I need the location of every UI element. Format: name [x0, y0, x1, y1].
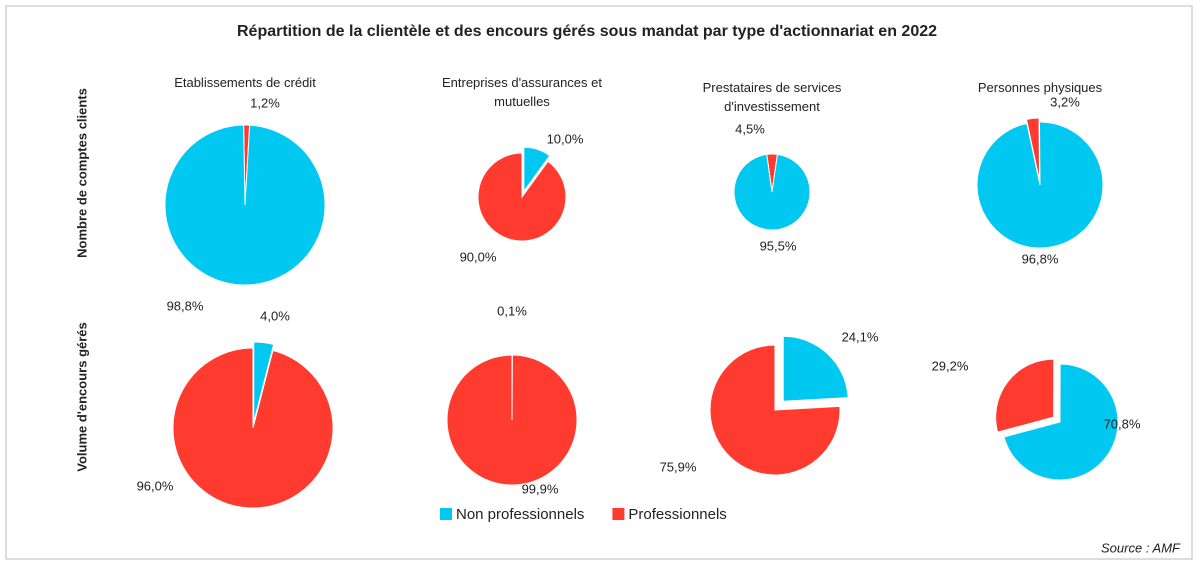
data-label: 96,0% — [137, 478, 174, 493]
legend-swatch — [612, 508, 625, 520]
pie-title: Personnes physiques — [977, 80, 1103, 95]
data-label: 29,2% — [932, 358, 969, 373]
data-label: 99,9% — [522, 481, 559, 496]
data-label: 10,0% — [547, 131, 584, 146]
legend-label: Non professionnels — [456, 506, 584, 523]
pie-title: Etablissements de crédit — [174, 75, 316, 90]
data-label: 90,0% — [460, 249, 497, 264]
data-label: 75,9% — [660, 459, 697, 474]
pie-slice — [523, 146, 551, 193]
data-label: 95,5% — [760, 238, 797, 253]
legend-label: Professionnels — [628, 506, 726, 523]
pie-slice — [782, 335, 849, 402]
pie-slice — [446, 354, 578, 486]
data-label: 0,1% — [497, 303, 527, 318]
data-label: 1,2% — [250, 95, 280, 110]
legend-swatch — [440, 508, 452, 520]
frame — [5, 5, 1193, 560]
pie-slice — [1003, 363, 1119, 481]
source: Source : AMF — [1101, 540, 1181, 555]
pie-slice — [709, 344, 841, 476]
data-label: 4,5% — [735, 121, 765, 136]
chart-title: Répartition de la clientèle et des encou… — [237, 23, 937, 40]
pie-slice — [995, 358, 1055, 433]
pie-slice — [164, 124, 326, 286]
pie-slice — [733, 153, 811, 231]
data-label: 24,1% — [842, 329, 879, 344]
data-label: 3,2% — [1050, 94, 1080, 109]
data-label: 98,8% — [167, 298, 204, 313]
data-label: 70,8% — [1104, 416, 1141, 431]
data-label: 96,8% — [1022, 251, 1059, 266]
pie-slice — [253, 341, 275, 423]
pie-slice — [976, 121, 1104, 249]
data-label: 4,0% — [260, 308, 290, 323]
pie-slice — [477, 152, 567, 242]
row-label: Nombre de comptes clients — [74, 88, 89, 258]
pie-slice — [172, 347, 334, 509]
pie-title: Entreprises d'assurances et mutuelles — [441, 75, 602, 109]
row-label: Volume d'encours gérés — [74, 322, 89, 472]
pie-title: Prestataires de services d'investissemen… — [702, 80, 842, 114]
